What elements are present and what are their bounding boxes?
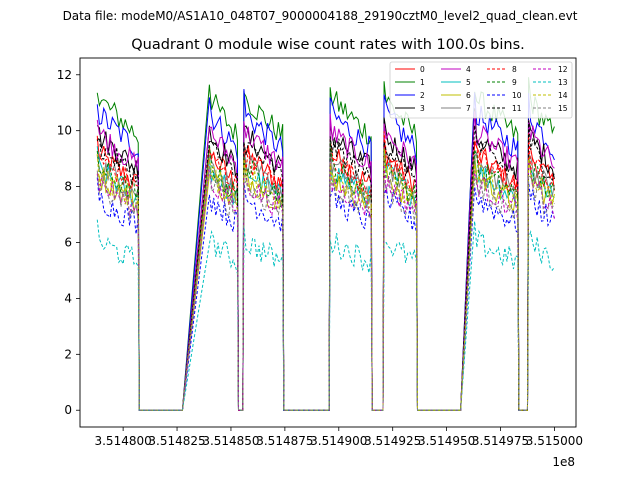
legend-label-14: 14 [558, 91, 568, 100]
series-line-11 [96, 120, 555, 411]
y-tick-label: 4 [64, 291, 72, 305]
y-tick-label: 0 [64, 403, 72, 417]
legend-label-11: 11 [512, 104, 522, 113]
legend-label-10: 10 [512, 91, 522, 100]
series-line-6 [96, 154, 555, 411]
x-tick-label: 3.514875 [256, 434, 313, 448]
series-line-4 [96, 111, 555, 411]
series-line-9 [96, 142, 555, 411]
plot-area [96, 77, 555, 411]
legend-box [389, 61, 573, 119]
y-tick-label: 10 [57, 124, 72, 138]
legend-label-2: 2 [420, 91, 425, 100]
legend-label-13: 13 [558, 78, 568, 87]
y-tick-label: 8 [64, 180, 72, 194]
x-tick-label: 3.514975 [472, 434, 529, 448]
series-line-8 [96, 131, 555, 411]
legend-label-8: 8 [512, 65, 517, 74]
legend-label-3: 3 [420, 104, 425, 113]
x-tick-label: 3.514850 [202, 434, 259, 448]
legend-label-6: 6 [466, 91, 471, 100]
legend-label-1: 1 [420, 78, 425, 87]
x-tick-label: 3.514925 [364, 434, 421, 448]
legend-label-7: 7 [466, 104, 471, 113]
series-line-12 [96, 161, 555, 411]
series-line-10 [96, 177, 555, 411]
legend-label-5: 5 [466, 78, 471, 87]
series-line-15 [96, 165, 555, 411]
y-tick-label: 2 [64, 347, 72, 361]
series-line-2 [96, 89, 555, 411]
x-tick-label: 3.515000 [526, 434, 583, 448]
x-tick-label: 3.514825 [148, 434, 205, 448]
x-axis: 3.5148003.5148253.5148503.5148753.514900… [94, 427, 583, 448]
chart-title: Quadrant 0 module wise count rates with … [131, 37, 525, 53]
y-tick-label: 6 [64, 236, 72, 250]
x-tick-label: 3.514900 [310, 434, 367, 448]
y-tick-label: 12 [57, 68, 72, 82]
series-line-14 [96, 148, 555, 411]
legend-label-0: 0 [420, 65, 425, 74]
series-line-13 [96, 219, 555, 411]
legend-label-9: 9 [512, 78, 517, 87]
legend-label-15: 15 [558, 104, 568, 113]
series-line-7 [96, 138, 555, 411]
legend-label-4: 4 [466, 65, 471, 74]
y-axis: 0 2 4 6 8 10 12 [57, 68, 80, 417]
series-line-3 [96, 108, 555, 411]
x-tick-label: 3.514950 [418, 434, 475, 448]
data-file-label: Data file: modeM0/AS1A10_048T07_90000041… [63, 9, 578, 23]
x-offset-label: 1e8 [552, 455, 575, 469]
x-tick-label: 3.514800 [94, 434, 151, 448]
legend-label-12: 12 [558, 65, 568, 74]
